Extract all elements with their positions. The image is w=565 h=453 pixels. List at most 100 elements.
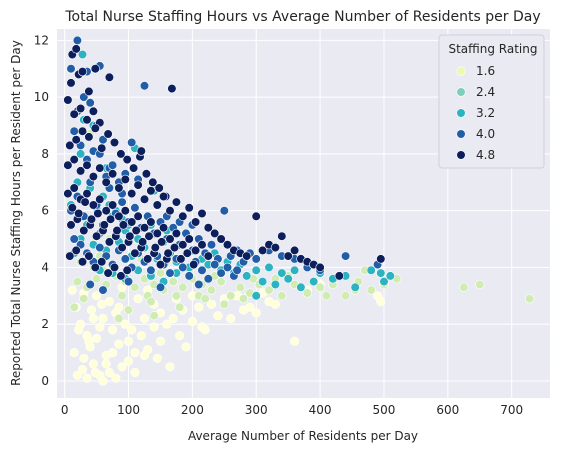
data-point	[114, 339, 124, 349]
data-point	[85, 98, 95, 108]
data-point	[111, 373, 121, 383]
x-tick-label: 700	[500, 403, 523, 417]
data-point	[88, 200, 98, 210]
data-point	[232, 265, 242, 275]
y-tick-label: 2	[41, 317, 49, 331]
data-point	[136, 331, 146, 341]
data-point	[79, 92, 89, 102]
data-point	[146, 265, 156, 275]
data-point	[127, 217, 137, 227]
data-point	[475, 279, 485, 290]
data-point	[155, 336, 166, 346]
data-point	[90, 123, 100, 133]
data-point	[226, 291, 236, 301]
data-point	[197, 322, 207, 332]
data-point	[77, 66, 88, 77]
x-tick-labels: 0 100 200 300 400 500 600 700	[61, 403, 523, 417]
data-point	[277, 231, 287, 241]
data-point	[251, 254, 261, 264]
data-point	[385, 271, 395, 281]
data-point	[206, 299, 217, 309]
x-tick-label: 400	[309, 403, 332, 417]
data-point	[107, 200, 118, 210]
data-point	[71, 245, 81, 255]
data-point	[210, 228, 220, 238]
data-points	[63, 35, 535, 386]
data-point	[245, 302, 255, 312]
data-point	[67, 285, 77, 295]
x-tick-label: 500	[373, 403, 396, 417]
data-point	[264, 285, 274, 295]
data-point	[270, 279, 281, 290]
data-point	[146, 296, 156, 307]
data-point	[99, 220, 109, 230]
data-point	[117, 291, 127, 301]
data-point	[95, 322, 105, 332]
data-point	[66, 64, 76, 74]
data-point	[84, 86, 94, 96]
data-point	[91, 274, 102, 284]
data-point	[77, 365, 88, 375]
data-point	[95, 243, 105, 253]
data-point	[117, 362, 127, 372]
y-tick-labels: 0 2 4 6 8 10 12	[34, 33, 49, 388]
data-point	[162, 319, 172, 329]
data-point	[90, 64, 100, 74]
data-point	[144, 231, 154, 241]
data-point	[184, 234, 194, 244]
data-point	[155, 282, 166, 292]
data-point	[219, 206, 229, 216]
data-point	[90, 367, 100, 378]
data-point	[143, 254, 153, 264]
data-point	[178, 282, 188, 292]
data-point	[176, 254, 186, 264]
data-point	[258, 277, 268, 287]
data-point	[72, 35, 82, 46]
legend-label: 4.0	[476, 127, 495, 141]
data-point	[123, 305, 134, 315]
data-point	[67, 203, 77, 213]
data-point	[101, 359, 111, 369]
data-point	[222, 262, 233, 273]
data-point	[130, 203, 140, 213]
x-tick-label: 600	[436, 403, 459, 417]
data-point	[315, 282, 325, 292]
data-point	[175, 331, 185, 341]
data-point	[127, 325, 137, 335]
data-point	[114, 313, 124, 324]
data-point	[149, 311, 159, 321]
data-point	[82, 373, 92, 383]
data-point	[82, 160, 92, 170]
data-point	[98, 376, 108, 386]
data-point	[251, 211, 261, 221]
data-point	[79, 225, 89, 236]
data-point	[187, 316, 197, 327]
data-point	[123, 356, 134, 366]
x-tick-label: 0	[61, 403, 69, 417]
data-point	[222, 240, 233, 250]
data-point	[82, 189, 92, 199]
data-point	[69, 234, 79, 244]
data-point	[197, 208, 207, 219]
data-point	[72, 277, 82, 287]
data-point	[152, 353, 162, 363]
data-point	[107, 325, 118, 335]
data-point	[524, 294, 535, 304]
data-point	[376, 268, 386, 278]
legend-marker	[456, 66, 466, 76]
data-point	[182, 248, 192, 258]
data-point	[88, 106, 98, 116]
data-point	[129, 163, 139, 173]
data-point	[88, 359, 98, 369]
data-point	[163, 248, 173, 258]
data-point	[133, 180, 143, 190]
data-point	[127, 189, 137, 199]
data-point	[376, 254, 386, 264]
data-point	[139, 223, 150, 233]
data-point	[90, 262, 100, 273]
data-point	[139, 313, 150, 324]
data-point	[98, 285, 108, 295]
data-point	[203, 274, 213, 284]
x-tick-label: 100	[117, 403, 140, 417]
